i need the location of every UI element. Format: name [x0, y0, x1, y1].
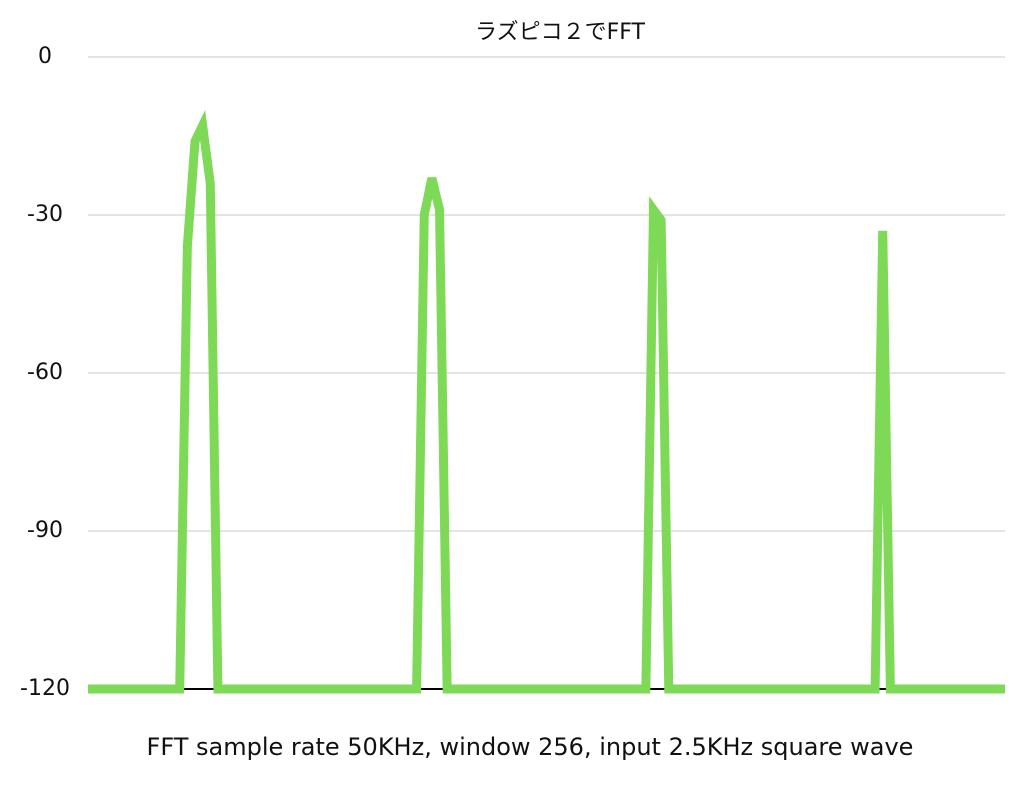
y-tick-label: -90 — [27, 518, 63, 543]
y-tick-label: -120 — [20, 676, 70, 701]
data-line — [88, 109, 1005, 694]
chart-title: ラズピコ２でFFT — [475, 20, 645, 45]
y-tick-label: 0 — [38, 44, 52, 69]
x-axis-label: FFT sample rate 50KHz, window 256, input… — [147, 733, 914, 761]
y-tick-label: -60 — [27, 360, 63, 385]
y-tick-label: -30 — [27, 202, 63, 227]
